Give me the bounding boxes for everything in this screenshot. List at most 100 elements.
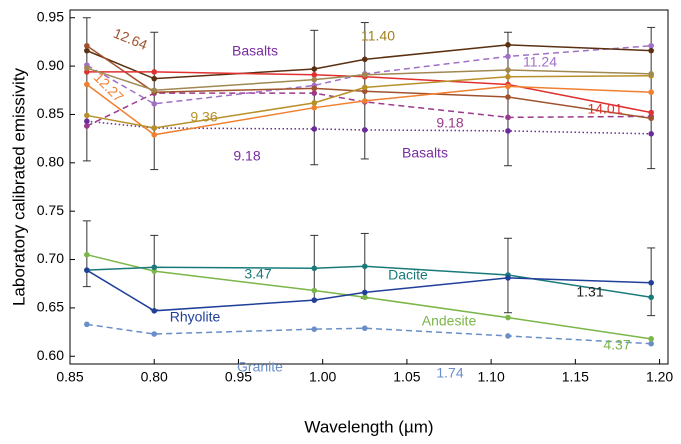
point xyxy=(648,294,654,301)
point xyxy=(361,84,368,91)
point xyxy=(84,123,90,129)
point xyxy=(505,53,511,60)
point xyxy=(648,340,654,347)
y-axis-label: Laboratory calibrated emissivity xyxy=(9,67,28,306)
series-line xyxy=(86,45,652,105)
series-line xyxy=(86,75,652,129)
point xyxy=(84,251,90,258)
point xyxy=(151,308,158,314)
point xyxy=(311,72,318,78)
point xyxy=(505,83,511,90)
point xyxy=(505,333,511,339)
series-line xyxy=(86,67,652,92)
point xyxy=(84,42,90,49)
point xyxy=(648,109,654,116)
point xyxy=(311,287,318,294)
y-tick-label: 0.70 xyxy=(37,250,64,266)
annotation: 14.01 xyxy=(587,101,622,117)
point xyxy=(505,94,511,100)
point xyxy=(311,326,318,332)
x-tick-label: 0.85 xyxy=(56,369,83,385)
point xyxy=(84,112,90,119)
series-line xyxy=(86,92,652,127)
y-tick-label: 0.85 xyxy=(37,105,64,121)
point xyxy=(361,289,368,296)
series-line xyxy=(86,323,652,345)
x-tick-label: 1.05 xyxy=(393,369,420,385)
annotation: 1.74 xyxy=(436,365,463,381)
annotation: 11.24 xyxy=(523,54,557,70)
annotation: 12.27 xyxy=(91,69,127,105)
point xyxy=(311,297,318,303)
point xyxy=(505,67,511,73)
x-tick-label: 0.95 xyxy=(225,369,252,385)
point xyxy=(648,47,654,54)
x-tick-label: 0.80 xyxy=(141,369,168,385)
annotation: 9.18 xyxy=(436,115,463,131)
point xyxy=(311,126,318,132)
point xyxy=(151,125,158,131)
point xyxy=(505,42,511,48)
x-tick-label: 1.10 xyxy=(478,369,505,385)
annotation: Basalts xyxy=(232,43,278,59)
point xyxy=(648,279,654,286)
point xyxy=(361,294,368,301)
point xyxy=(361,56,368,63)
y-tick-label: 0.60 xyxy=(37,347,64,363)
point xyxy=(361,263,368,270)
point xyxy=(361,98,368,104)
x-tick-label: 1.00 xyxy=(309,369,336,385)
point xyxy=(648,71,654,77)
point xyxy=(151,87,158,94)
point xyxy=(648,131,654,137)
point xyxy=(84,267,90,273)
point xyxy=(151,264,158,271)
point xyxy=(311,265,318,272)
annotation: Rhyolite xyxy=(170,309,221,325)
point xyxy=(84,118,90,125)
x-tick-label: 1.15 xyxy=(562,369,589,385)
point xyxy=(151,75,158,82)
point xyxy=(361,88,368,95)
point xyxy=(84,47,90,54)
series-line xyxy=(86,45,652,120)
series-line xyxy=(86,269,652,312)
point xyxy=(151,331,158,337)
plot-frame xyxy=(69,9,669,365)
point xyxy=(505,314,511,321)
point xyxy=(361,127,368,133)
point xyxy=(648,115,654,122)
annotation: 9.18 xyxy=(233,148,260,164)
point xyxy=(505,114,511,121)
point xyxy=(505,73,511,80)
y-tick-label: 0.90 xyxy=(37,57,64,73)
point xyxy=(311,104,318,111)
point xyxy=(84,321,90,328)
annotation: 9.36 xyxy=(190,109,217,125)
point xyxy=(311,66,318,72)
annotation: Granite xyxy=(237,359,283,375)
y-tick-label: 0.65 xyxy=(37,299,64,315)
point xyxy=(151,268,158,274)
annotation: 3.47 xyxy=(244,266,271,282)
y-tick-label: 0.75 xyxy=(37,202,64,218)
point xyxy=(151,101,158,107)
point xyxy=(648,336,654,342)
point xyxy=(151,69,158,75)
point xyxy=(361,325,368,332)
series-line xyxy=(86,71,652,114)
point xyxy=(84,81,90,88)
annotation: 12.64 xyxy=(111,25,150,53)
point xyxy=(311,76,318,83)
annotation: Dacite xyxy=(388,267,428,283)
annotation: 1.31 xyxy=(576,284,603,300)
y-tick-label: 0.80 xyxy=(37,154,64,170)
annotation: 11.40 xyxy=(361,28,395,44)
point xyxy=(505,275,511,281)
x-tick-label: 1.20 xyxy=(646,369,673,385)
annotation: Basalts xyxy=(402,145,448,161)
point xyxy=(505,128,511,134)
annotation: 4.37 xyxy=(603,337,630,353)
point xyxy=(648,42,654,49)
